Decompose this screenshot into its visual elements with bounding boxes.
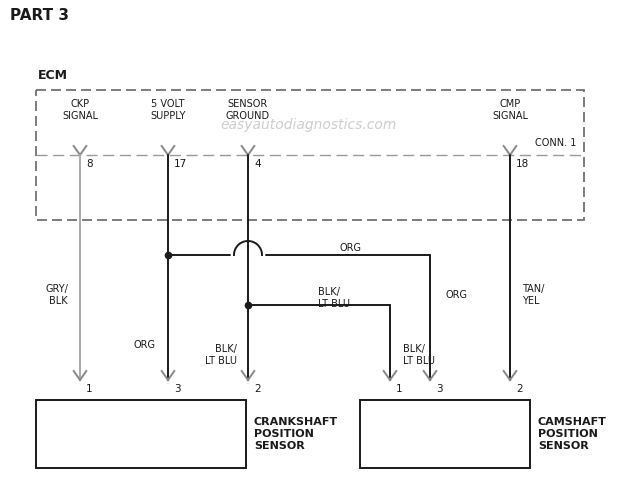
Text: 2: 2 [516, 384, 523, 394]
Text: 1: 1 [86, 384, 93, 394]
Text: PART 3: PART 3 [10, 8, 69, 23]
Text: CKP
SIGNAL: CKP SIGNAL [62, 99, 98, 121]
Text: 1: 1 [396, 384, 402, 394]
Text: CONN. 1: CONN. 1 [535, 138, 577, 148]
Text: 5 VOLT
SUPPLY: 5 VOLT SUPPLY [150, 99, 185, 121]
Text: ORG: ORG [133, 340, 155, 350]
Text: 18: 18 [516, 159, 529, 169]
Text: SENSOR
GROUND: SENSOR GROUND [226, 99, 270, 121]
Bar [36, 400, 246, 468]
Text: 3: 3 [174, 384, 180, 394]
Text: 4: 4 [254, 159, 261, 169]
Text: CMP
SIGNAL: CMP SIGNAL [492, 99, 528, 121]
Text: 17: 17 [174, 159, 187, 169]
Text: BLK/
LT BLU: BLK/ LT BLU [205, 344, 237, 366]
Text: BLK/
LT BLU: BLK/ LT BLU [318, 287, 350, 309]
Text: BLK/
LT BLU: BLK/ LT BLU [403, 344, 435, 366]
Text: 8: 8 [86, 159, 93, 169]
Text: ECM: ECM [38, 69, 68, 82]
Text: ORG: ORG [340, 243, 362, 253]
Text: TAN/
YEL: TAN/ YEL [522, 284, 544, 306]
Text: CAMSHAFT
POSITION
SENSOR: CAMSHAFT POSITION SENSOR [538, 416, 607, 452]
Text: ORG: ORG [445, 290, 467, 300]
Text: 2: 2 [254, 384, 261, 394]
Bar [360, 400, 530, 468]
Text: easyautodiagnostics.com: easyautodiagnostics.com [220, 118, 396, 132]
Text: CRANKSHAFT
POSITION
SENSOR: CRANKSHAFT POSITION SENSOR [254, 416, 338, 452]
Text: GRY/
BLK: GRY/ BLK [45, 284, 68, 306]
Text: 3: 3 [436, 384, 442, 394]
Bar [36, 90, 584, 220]
